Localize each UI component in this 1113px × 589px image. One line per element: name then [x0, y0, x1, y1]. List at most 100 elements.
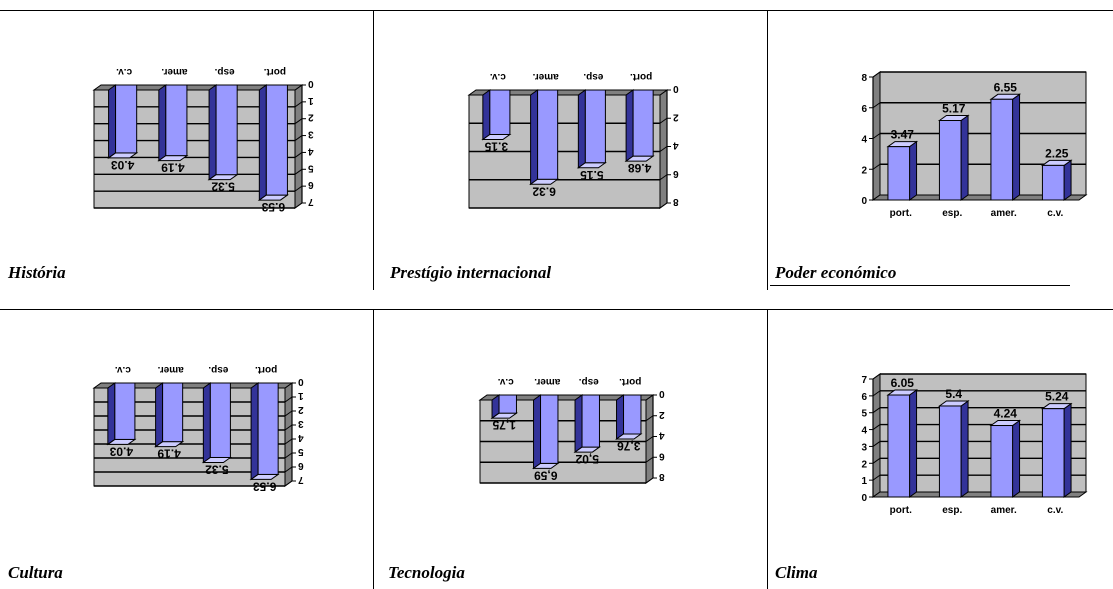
bar-esp: [937, 114, 970, 201]
bar-esp: [573, 394, 602, 454]
category-label: esp.: [942, 505, 962, 516]
y-tick-label: 2: [861, 165, 867, 176]
gridline-side: [294, 185, 303, 192]
bar-front: [581, 394, 600, 448]
y-tick-label: 3: [308, 129, 314, 140]
gridline-side: [284, 396, 293, 403]
bar-front: [990, 425, 1014, 498]
bar-port: [886, 140, 919, 201]
bar-side: [108, 84, 117, 159]
column-divider-3: [373, 310, 374, 589]
y-tick-label: 3: [298, 418, 304, 429]
category-label: amer.: [534, 376, 560, 387]
chart-plot-group: 0 1 2 3 4 5 6 7 6.05 port. 5.4 esp. 4.24 amer. 5.24 c.v…: [861, 373, 1088, 516]
bar-front: [537, 89, 559, 180]
gridline-side: [284, 480, 293, 487]
y-tick-label: 2: [861, 459, 867, 470]
bar-cv.: [1040, 159, 1073, 201]
bar-port: [614, 394, 643, 440]
gridline-side: [872, 390, 881, 397]
bar-esp: [937, 399, 970, 498]
data-label: 5,02: [575, 452, 599, 466]
bar-side: [158, 84, 167, 162]
bar-amer: [989, 93, 1022, 201]
gridline-side: [645, 477, 654, 484]
y-tick-label: 6: [673, 168, 679, 179]
chart-tecnologia: 0 2 4 6 8 3,76 port. 5,02 esp. 6,59 amer. 1,75 c.v.: [478, 376, 665, 484]
data-label: 5.17: [942, 102, 966, 116]
bar-amer: [529, 89, 560, 186]
y-tick-label: 6: [861, 104, 867, 115]
gridline-side: [872, 424, 881, 430]
y-tick-label: 4: [659, 430, 665, 441]
bar-side: [577, 89, 586, 169]
bar-front: [114, 382, 136, 440]
category-label: amer.: [532, 71, 558, 82]
y-tick-label: 2: [659, 409, 665, 420]
category-label: c.v.: [1047, 208, 1063, 219]
bar-side: [625, 89, 634, 163]
bar-side: [616, 394, 625, 440]
y-tick-label: 0: [659, 388, 665, 399]
data-label: 4.68: [628, 161, 652, 175]
bar-side: [1012, 419, 1021, 498]
caption-clima: Clima: [775, 563, 818, 582]
y-tick-label: 4: [673, 140, 679, 151]
y-tick-label: 7: [298, 474, 304, 485]
caption-cultura: Cultura: [8, 563, 63, 582]
bar-port: [624, 89, 655, 163]
y-tick-label: 2: [673, 111, 679, 122]
category-label: amer.: [157, 364, 183, 375]
bar-side: [960, 399, 969, 498]
bar-cv.: [106, 382, 137, 446]
data-label: 6.55: [994, 80, 1018, 94]
caption-historia: História: [8, 263, 66, 282]
data-label: 6.32: [532, 184, 556, 198]
caption-tecnologia: Tecnologia: [388, 563, 465, 582]
gridline-side: [294, 118, 303, 125]
data-label: 3.15: [484, 139, 508, 153]
gridline-side: [659, 117, 668, 124]
chart-historia: 0 1 2 3 4 5 6 7 6.53 port. 5.32 esp. 4.19 amer. 4.03 c.…: [92, 66, 314, 214]
bar-front: [584, 89, 606, 164]
y-tick-label: 8: [659, 471, 665, 482]
chart-side-wall: [294, 84, 303, 209]
gridline-side: [284, 410, 293, 417]
bar-front: [540, 394, 559, 464]
bar-front: [265, 84, 288, 196]
data-label: 4.19: [157, 447, 181, 461]
category-label: c.v.: [116, 66, 132, 77]
gridline-side: [659, 146, 668, 152]
bar-amer: [989, 419, 1022, 498]
gridline-side: [294, 202, 303, 209]
bar-front: [623, 394, 642, 435]
gridline-side: [284, 466, 293, 473]
gridline-side: [645, 436, 654, 442]
bar-front: [887, 146, 911, 201]
y-tick-label: 3: [861, 442, 867, 453]
bar-side: [482, 89, 491, 141]
data-label: 5.4: [945, 387, 962, 401]
bar-port: [886, 389, 919, 498]
bar-front: [1041, 164, 1065, 201]
y-tick-label: 0: [861, 493, 867, 504]
data-label: 6.53: [261, 200, 285, 214]
chart-plot-group: 0 2 4 6 8 3,76 port. 5,02 esp. 6,59 amer. 1,75 c.v.: [478, 376, 665, 484]
bar-side: [960, 114, 969, 201]
y-tick-label: 4: [308, 145, 314, 156]
category-label: amer.: [991, 505, 1017, 516]
y-tick-label: 8: [861, 73, 867, 84]
bar-front: [115, 84, 138, 154]
bar-cv.: [481, 89, 512, 141]
y-tick-label: 1: [308, 95, 314, 106]
bar-cv.: [1040, 402, 1073, 498]
gridline-side: [659, 174, 668, 181]
gridline-side: [872, 102, 881, 109]
gridline-side: [872, 407, 881, 414]
bar-side: [909, 389, 918, 498]
chart-plot-group: 0 2 4 6 8 4.68 port. 5.15 esp. 6.32 amer. 3.15 c.v.: [467, 71, 679, 209]
y-tick-label: 6: [298, 460, 304, 471]
bar-side: [909, 140, 918, 201]
category-label: esp.: [214, 66, 234, 77]
bar-side: [1063, 402, 1072, 498]
